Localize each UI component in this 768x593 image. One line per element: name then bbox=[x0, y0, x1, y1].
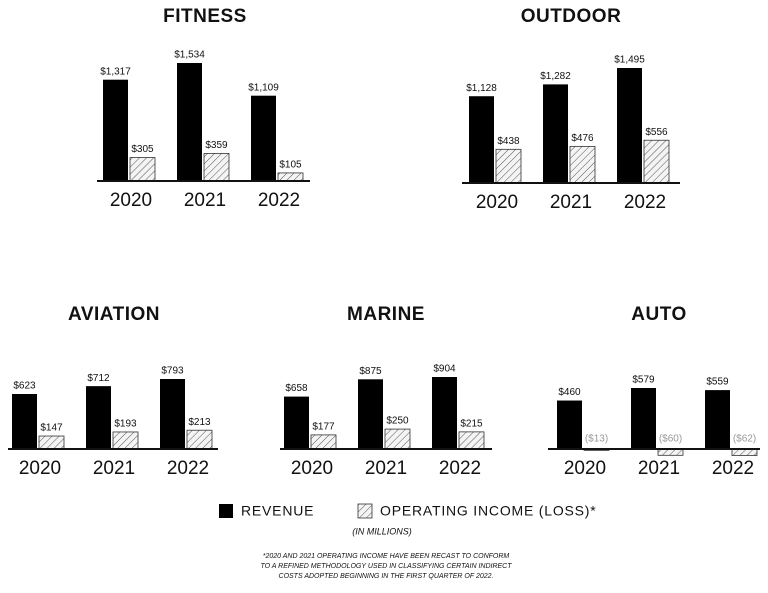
bar bbox=[251, 95, 276, 181]
value-label: ($13) bbox=[585, 434, 608, 445]
x-tick-label: 2021 bbox=[184, 190, 226, 211]
value-label: $1,317 bbox=[100, 66, 131, 77]
bar bbox=[469, 96, 494, 183]
bar bbox=[129, 157, 156, 182]
bar bbox=[186, 429, 213, 450]
x-tick-label: 2021 bbox=[550, 192, 592, 213]
chart-title: AVIATION bbox=[68, 304, 160, 325]
x-tick-label: 2022 bbox=[712, 458, 754, 479]
chart-title: FITNESS bbox=[163, 6, 247, 27]
x-tick-label: 2020 bbox=[19, 458, 61, 479]
bar bbox=[557, 400, 582, 449]
value-label: $438 bbox=[497, 136, 520, 147]
bar bbox=[160, 379, 185, 449]
x-tick-label: 2022 bbox=[258, 190, 300, 211]
footnote-line: COSTS ADOPTED BEGINNING IN THE FIRST QUA… bbox=[279, 573, 494, 580]
bar bbox=[495, 148, 522, 184]
bar bbox=[277, 172, 304, 182]
footnote-line: TO A REFINED METHODOLOGY USED IN CLASSIF… bbox=[261, 563, 513, 570]
value-label: $1,495 bbox=[614, 55, 645, 66]
x-tick-label: 2020 bbox=[110, 190, 152, 211]
bar bbox=[458, 431, 485, 450]
chart-title: AUTO bbox=[631, 304, 686, 325]
value-label: $623 bbox=[13, 381, 36, 392]
legend-swatch bbox=[219, 504, 233, 518]
bar bbox=[384, 428, 411, 450]
value-label: $1,282 bbox=[540, 71, 571, 82]
x-tick-label: 2020 bbox=[291, 458, 333, 479]
bar bbox=[103, 79, 128, 181]
units-note: (IN MILLIONS) bbox=[352, 526, 412, 536]
x-tick-label: 2020 bbox=[476, 192, 518, 213]
value-label: $793 bbox=[161, 366, 184, 377]
bar bbox=[643, 139, 670, 184]
x-tick-label: 2022 bbox=[439, 458, 481, 479]
x-tick-label: 2021 bbox=[638, 458, 680, 479]
x-tick-label: 2022 bbox=[167, 458, 209, 479]
value-label: ($62) bbox=[733, 434, 756, 445]
x-tick-label: 2022 bbox=[624, 192, 666, 213]
bar bbox=[284, 396, 309, 449]
bar bbox=[569, 145, 596, 184]
x-tick-label: 2020 bbox=[564, 458, 606, 479]
value-label: $579 bbox=[632, 375, 655, 386]
x-tick-label: 2021 bbox=[93, 458, 135, 479]
value-label: $712 bbox=[87, 373, 110, 384]
bar bbox=[631, 388, 656, 449]
value-label: $193 bbox=[114, 419, 137, 430]
bar bbox=[543, 84, 568, 183]
legend-label: OPERATING INCOME (LOSS)* bbox=[380, 503, 597, 519]
value-label: $1,128 bbox=[466, 83, 497, 94]
footnote-line: *2020 AND 2021 OPERATING INCOME HAVE BEE… bbox=[263, 553, 510, 560]
bar bbox=[358, 379, 383, 449]
value-label: ($60) bbox=[659, 434, 682, 445]
legend-swatch bbox=[357, 503, 373, 519]
value-label: $147 bbox=[40, 423, 63, 434]
value-label: $476 bbox=[571, 133, 594, 144]
value-label: $250 bbox=[386, 416, 409, 427]
bar bbox=[12, 394, 37, 449]
value-label: $1,534 bbox=[174, 50, 205, 61]
value-label: $359 bbox=[205, 140, 228, 151]
value-label: $658 bbox=[285, 383, 308, 394]
legend-label: REVENUE bbox=[241, 503, 314, 519]
bar bbox=[705, 390, 730, 449]
value-label: $904 bbox=[433, 364, 456, 375]
value-label: $875 bbox=[359, 366, 382, 377]
chart-title: MARINE bbox=[347, 304, 425, 325]
value-label: $559 bbox=[706, 377, 729, 388]
bar bbox=[86, 386, 111, 449]
bar bbox=[38, 435, 65, 450]
bar bbox=[310, 434, 337, 450]
bar bbox=[617, 68, 642, 183]
x-tick-label: 2021 bbox=[365, 458, 407, 479]
bar bbox=[112, 431, 139, 450]
bar bbox=[432, 377, 457, 449]
value-label: $556 bbox=[645, 127, 668, 138]
value-label: $460 bbox=[558, 387, 581, 398]
bar bbox=[177, 63, 202, 181]
bar bbox=[203, 152, 230, 182]
value-label: $215 bbox=[460, 419, 483, 430]
value-label: $213 bbox=[188, 417, 211, 428]
value-label: $1,109 bbox=[248, 82, 279, 93]
value-label: $177 bbox=[312, 422, 335, 433]
value-label: $105 bbox=[279, 160, 302, 171]
value-label: $305 bbox=[131, 144, 154, 155]
chart-title: OUTDOOR bbox=[521, 6, 622, 27]
